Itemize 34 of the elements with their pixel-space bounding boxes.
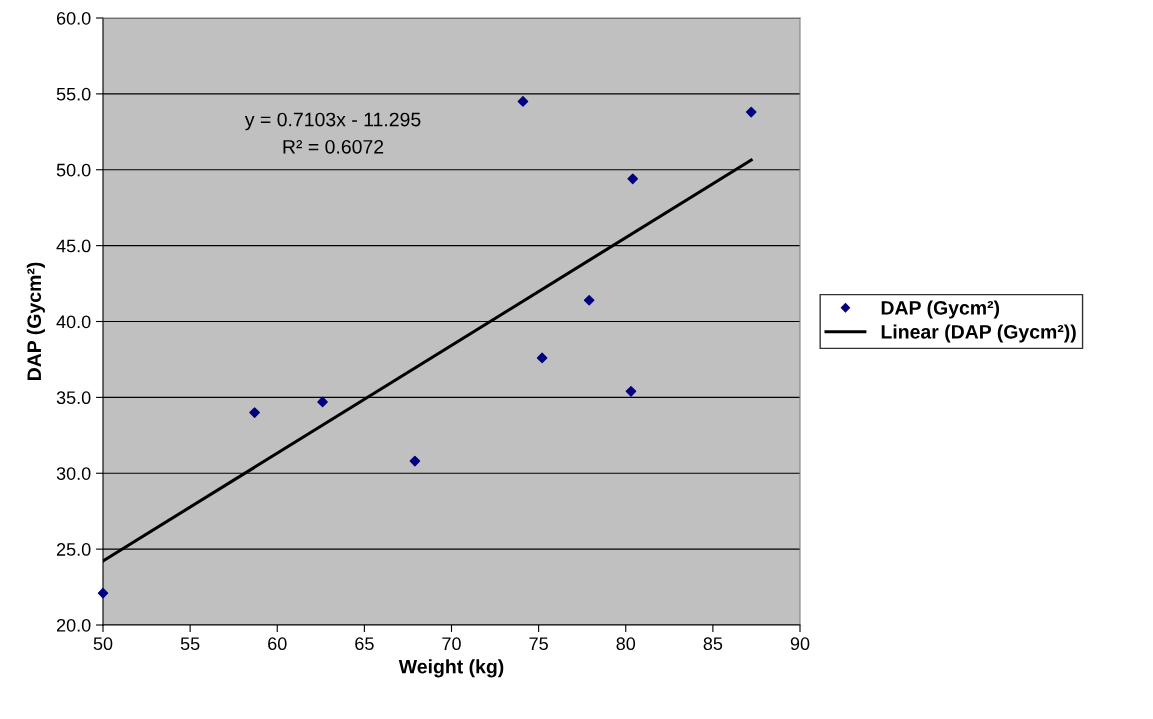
point — [409, 455, 421, 467]
legend-label: Linear (DAP (Gycm²)) — [881, 324, 1076, 343]
y-tick-label: 50.0 — [56, 163, 91, 177]
y-tick-label: 40.0 — [56, 315, 91, 329]
x-tick-label: 85 — [703, 637, 723, 651]
x-axis-title: Weight (kg) — [398, 659, 504, 678]
x-tick-label: 70 — [442, 637, 461, 651]
point — [317, 396, 328, 408]
x-tick-label: 80 — [616, 637, 636, 651]
annotation: R² = 0.6072 — [283, 139, 384, 154]
point — [625, 386, 637, 397]
x-tick-label: 90 — [790, 637, 810, 651]
y-tick-label: 35.0 — [56, 391, 91, 405]
y-tick-label: 45.0 — [56, 239, 91, 253]
y-tick-label: 25.0 — [56, 543, 91, 556]
y-tick-label: 30.0 — [56, 467, 91, 480]
x-tick-label: 55 — [180, 637, 200, 651]
point — [745, 106, 757, 118]
y-tick-label: 20.0 — [56, 618, 91, 632]
y-axis-title: DAP (Gycm²) — [26, 262, 45, 380]
x-tick-label: 60 — [268, 637, 287, 651]
x-tick-label: 50 — [93, 637, 113, 651]
point — [97, 587, 109, 599]
y-tick-label: 60.0 — [56, 11, 91, 25]
point — [536, 352, 548, 364]
x-tick-label: 65 — [355, 637, 374, 651]
point — [249, 407, 260, 418]
point — [517, 96, 529, 107]
legend-label: DAP (Gycm²) — [881, 300, 1000, 319]
point — [627, 173, 639, 185]
point — [583, 294, 595, 306]
x-tick-label: 75 — [529, 637, 548, 651]
annotation: y = 0.7103x - 11.295 — [244, 112, 421, 131]
y-tick-label: 55.0 — [56, 87, 91, 101]
